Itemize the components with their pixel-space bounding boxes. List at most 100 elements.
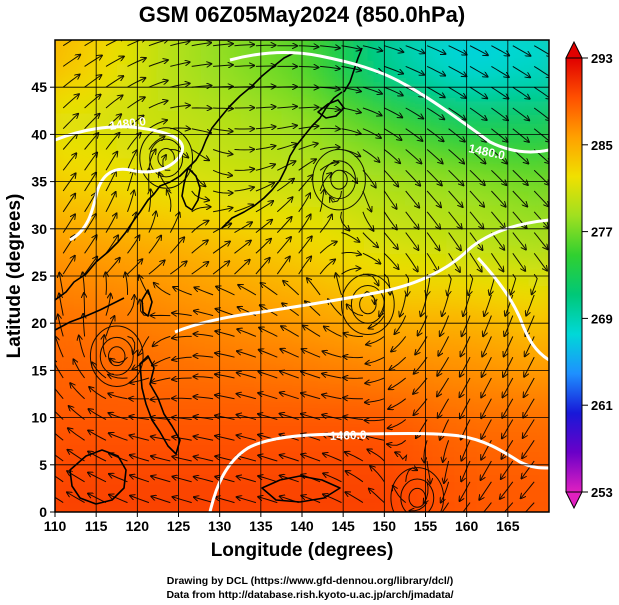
field-cell	[219, 181, 241, 206]
field-cell	[178, 110, 200, 135]
streamline-arrow	[212, 224, 231, 234]
field-cell	[96, 134, 118, 159]
streamline-arrow	[127, 78, 146, 88]
streamline-arrow	[276, 217, 291, 233]
streamline-arrow	[130, 455, 150, 462]
field-cell	[384, 87, 406, 112]
streamline-arrow	[105, 57, 124, 67]
streamline-arrow	[172, 336, 192, 338]
streamline-arrow	[340, 211, 350, 231]
streamline-arrow	[148, 136, 165, 150]
field-cell	[343, 323, 365, 348]
field-cell	[240, 299, 262, 324]
streamline-arrow	[395, 452, 408, 462]
streamline-arrow	[148, 236, 161, 254]
streamline-arrow	[70, 383, 85, 400]
field-cell	[178, 276, 200, 301]
streamline-arrow	[255, 164, 275, 171]
streamline-arrow	[341, 268, 361, 275]
streamline-arrow	[108, 375, 128, 379]
streamline-arrow	[215, 456, 235, 462]
field-cell	[199, 323, 221, 348]
streamline-arrow	[234, 187, 254, 192]
streamline-arrow	[468, 273, 474, 295]
vortex-ring	[330, 169, 348, 190]
streamline-arrow	[469, 65, 488, 76]
streamline-arrow	[405, 468, 417, 482]
streamline-arrow	[298, 236, 312, 254]
field-cell	[507, 87, 529, 112]
field-cell	[425, 488, 447, 512]
vortex-ring	[400, 478, 435, 512]
streamline-arrow	[369, 489, 385, 503]
streamline-arrow	[533, 107, 549, 120]
streamline-arrow	[127, 335, 135, 354]
streamline-arrow	[129, 416, 149, 419]
coast-philippines	[139, 355, 181, 455]
streamline-arrow	[127, 58, 146, 67]
field-cell	[549, 512, 570, 536]
field-cell	[116, 464, 138, 489]
streamline-arrow	[127, 40, 147, 47]
streamline-arrow	[237, 373, 257, 379]
streamline-arrow	[383, 190, 396, 209]
streamline-arrow	[105, 235, 118, 254]
field-cell	[384, 158, 406, 183]
field-cell	[219, 63, 241, 88]
streamline-arrow	[212, 149, 232, 155]
streamline-arrow	[194, 477, 214, 483]
streamline-arrow	[369, 315, 385, 329]
field-cell	[137, 63, 159, 88]
streamline-arrow	[469, 190, 484, 207]
streamline-arrow	[79, 336, 86, 358]
field-cell	[528, 323, 549, 348]
x-axis: 110 115 120 125 130 135 140 145 150 155 160 165	[44, 512, 520, 534]
coast-korea	[181, 167, 201, 211]
streamline-arrow	[503, 502, 514, 512]
y-axis: 0 5 10 15 20 25 30 35 40 45	[31, 79, 55, 520]
colorbar-tick-label: 253	[591, 485, 613, 500]
field-cell	[178, 205, 200, 230]
streamline-arrow	[469, 232, 483, 250]
field-cell	[322, 205, 344, 230]
streamline-arrow	[512, 190, 527, 207]
y-axis-label: Latitude (degrees)	[4, 194, 25, 359]
streamline-arrow	[105, 171, 116, 192]
field-cell	[446, 134, 468, 159]
field-cell	[219, 441, 241, 466]
streamline-arrow	[55, 382, 64, 400]
streamline-arrow	[105, 294, 111, 316]
field-cell	[199, 205, 221, 230]
streamline-arrow	[469, 169, 485, 185]
field-cell	[55, 370, 77, 395]
streamline-arrow	[366, 356, 385, 364]
field-cell	[75, 417, 97, 442]
chart-title: GSM 06Z05May2024 (850.0hPa)	[139, 2, 466, 27]
field-cell	[466, 87, 488, 112]
field-cell	[343, 346, 365, 371]
streamline-arrow	[504, 336, 514, 356]
streamline-arrow	[84, 114, 100, 130]
field-cell	[219, 417, 241, 442]
field-cell	[404, 181, 426, 206]
field-cell	[137, 464, 159, 489]
field-cell	[487, 87, 509, 112]
contour-label: 1460.0	[330, 428, 367, 443]
field-cell	[425, 346, 447, 371]
field-cell	[96, 464, 118, 489]
streamline-arrow	[92, 362, 107, 379]
vortex-ring	[322, 160, 357, 200]
field-cell	[199, 134, 221, 159]
streamline-arrow	[322, 374, 342, 379]
streamline-arrow	[172, 457, 192, 462]
streamline-arrow	[483, 502, 492, 512]
streamline-arrow	[172, 378, 192, 380]
field-cell	[96, 370, 118, 395]
field-cell	[404, 252, 426, 277]
field-cell	[75, 87, 97, 112]
field-cell	[240, 346, 262, 371]
streamline-arrow	[320, 108, 340, 110]
field-cell	[549, 16, 570, 40]
field-cell	[96, 205, 118, 230]
streamline-arrow	[481, 377, 492, 397]
